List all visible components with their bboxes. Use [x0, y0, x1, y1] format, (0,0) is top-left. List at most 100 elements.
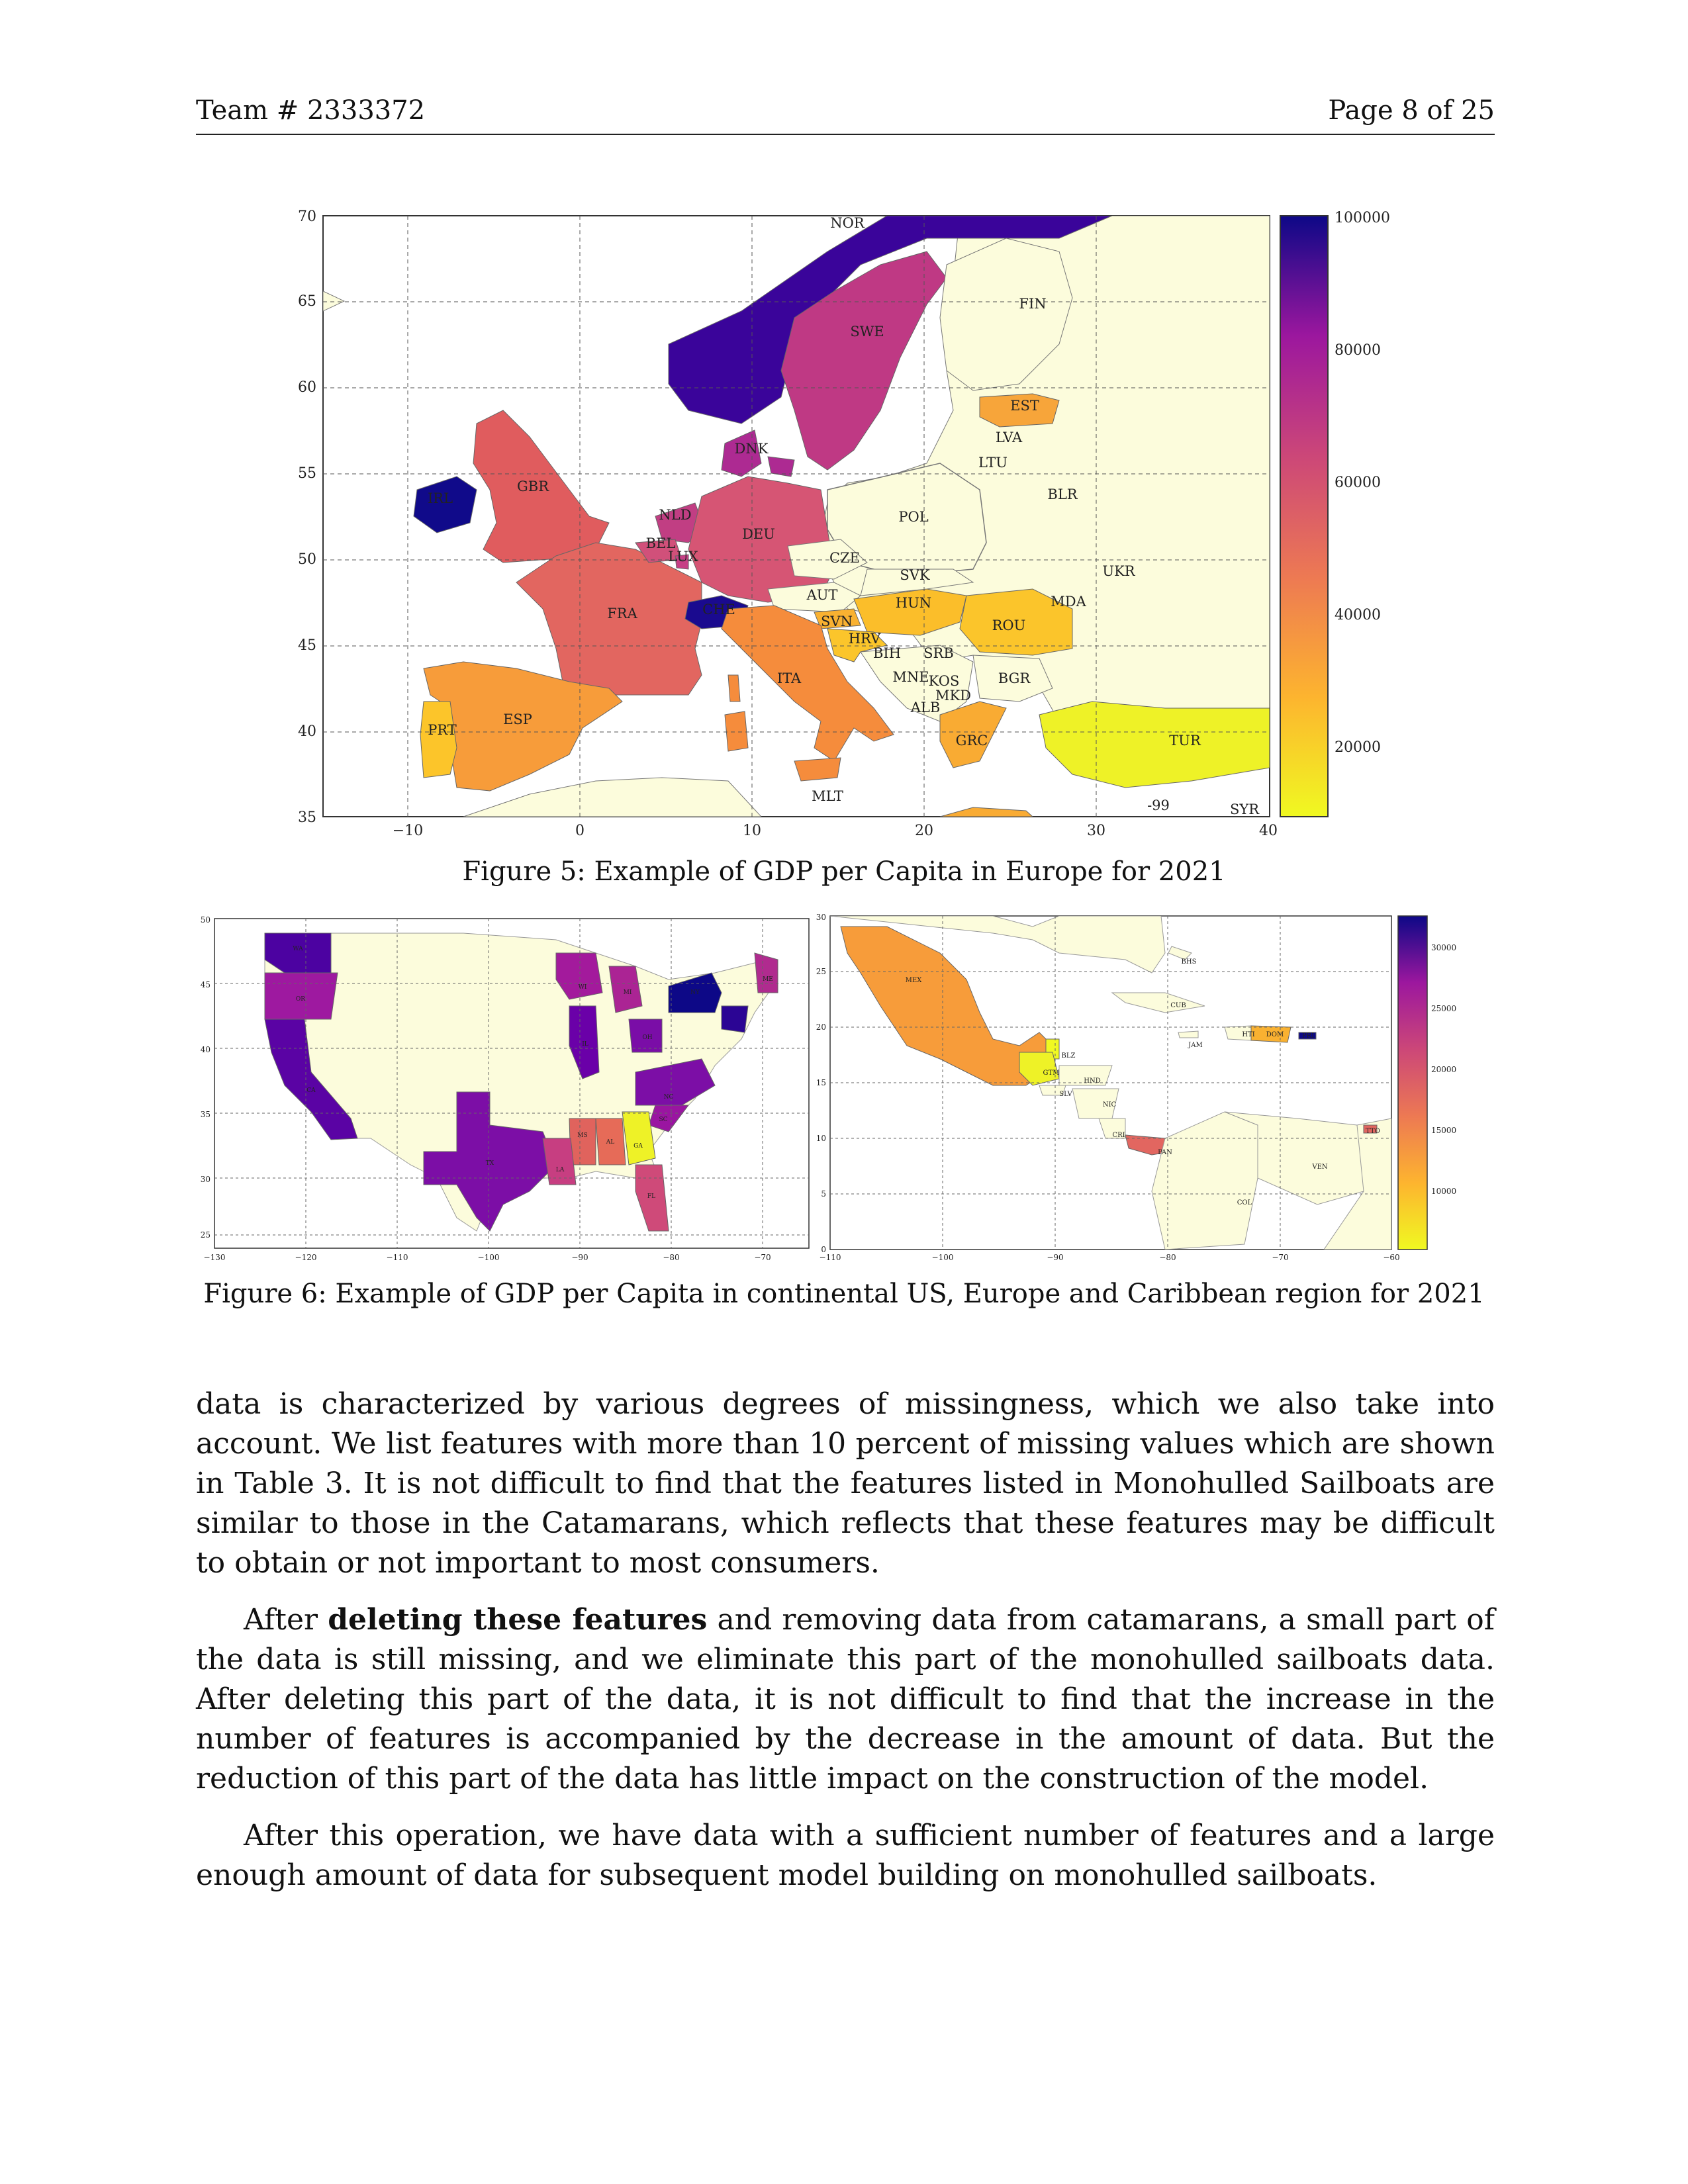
europe-yticks: 35 40 45 50 55 60 65 70 [298, 208, 316, 826]
ytick: 30 [201, 1175, 211, 1184]
state-wi [555, 952, 603, 1000]
country-label: HND [1084, 1077, 1101, 1085]
ytick: 20 [816, 1023, 826, 1032]
ytick: 45 [298, 637, 316, 654]
colorbar-tick: 100000 [1335, 210, 1390, 226]
country-label: GTM [1043, 1069, 1060, 1077]
country-label: BGR [998, 670, 1031, 686]
ytick: 10 [816, 1134, 826, 1143]
figure6-colorbar [1397, 915, 1428, 1250]
country-label: MDA [1051, 594, 1086, 610]
country-label: BHS [1182, 958, 1197, 966]
xtick: 30 [1087, 823, 1105, 839]
caribbean-countries [830, 916, 1391, 1250]
state-label: SC [659, 1116, 667, 1123]
country-label: EST [1010, 398, 1039, 414]
state-ga [622, 1111, 656, 1165]
country-label: KOS [929, 673, 960, 689]
colorbar-tick: 20000 [1431, 1065, 1456, 1074]
country-label: NIC [1103, 1101, 1117, 1109]
xtick: −100 [932, 1253, 954, 1262]
state-me [754, 952, 778, 993]
ytick: 50 [298, 551, 316, 568]
region-slv [1039, 1085, 1066, 1096]
country-label: MEX [906, 977, 923, 984]
country-label: IRL [428, 490, 453, 506]
ytick: 40 [298, 723, 316, 740]
region-fin [939, 238, 1073, 391]
region-fra [516, 542, 702, 696]
state-ms [569, 1118, 596, 1165]
ytick: 50 [201, 915, 211, 925]
xtick: −110 [820, 1253, 841, 1262]
country-label: GRC [956, 733, 988, 749]
state-label: MS [577, 1132, 587, 1139]
ytick: 35 [201, 1110, 211, 1119]
ytick: 15 [816, 1078, 826, 1087]
ytick: 70 [298, 208, 316, 225]
colorbar-tick: 80000 [1335, 342, 1381, 359]
country-label: BEL [646, 535, 676, 551]
region-tto [1363, 1124, 1378, 1134]
country-label: LVA [996, 430, 1023, 445]
region-south-america-east [1323, 1118, 1391, 1250]
country-label: GBR [517, 478, 549, 494]
country-label: JAM [1188, 1042, 1202, 1049]
figure6-colorbar-ticks: 10000 15000 20000 25000 30000 [1431, 943, 1456, 1196]
state-va-nc [635, 1058, 716, 1106]
paragraph-3: After this operation, we have data with … [196, 1819, 1495, 1892]
us-states [264, 933, 778, 1232]
country-label: BLZ [1062, 1052, 1076, 1060]
country-label: MLT [812, 788, 843, 804]
figure5-caption: Figure 5: Example of GDP per Capita in E… [462, 856, 1226, 887]
country-label: MKD [935, 688, 971, 704]
region-cze [787, 539, 868, 580]
country-label: DOM [1266, 1031, 1284, 1038]
country-label: TTO [1366, 1128, 1380, 1135]
country-label: DEU [742, 526, 775, 542]
figure6-caption: Figure 6: Example of GDP per Capita in c… [203, 1279, 1485, 1309]
region-us-south [830, 916, 1166, 974]
country-label: BIH [873, 645, 901, 661]
xtick: −90 [571, 1253, 588, 1262]
country-label: FRA [607, 606, 637, 621]
xtick: 20 [915, 823, 933, 839]
paragraph-2: After deleting these features and removi… [196, 1600, 1495, 1799]
paragraph-1: data is characterized by various degrees… [196, 1387, 1495, 1580]
state-fl [635, 1164, 669, 1232]
ytick: 5 [821, 1189, 826, 1199]
state-label: AL [606, 1139, 614, 1146]
region-dom [1250, 1025, 1291, 1043]
caribbean-grid [830, 916, 1391, 1250]
ytick: 35 [298, 809, 316, 826]
europe-country-labels: NOR FIN SWE EST LVA LTU DNK BLR IRL GBR … [428, 215, 1260, 817]
state-label: NY [690, 989, 700, 996]
country-label: BLR [1047, 486, 1078, 502]
paragraph-2-start: After [244, 1603, 328, 1637]
ytick: 65 [298, 293, 316, 310]
country-label: LUX [668, 549, 698, 565]
ytick: 0 [821, 1245, 826, 1254]
ytick: 40 [201, 1045, 211, 1054]
country-label: ALB [910, 700, 941, 715]
region-bgr [972, 655, 1053, 702]
country-label: PRI [1302, 1032, 1314, 1040]
state-label: IL [582, 1041, 588, 1048]
region-tur [1039, 701, 1270, 788]
state-label: OH [642, 1034, 652, 1041]
state-label: MI [624, 989, 632, 996]
region-ita-sardinia [724, 711, 749, 752]
xtick: −80 [663, 1253, 679, 1262]
state-label: ME [763, 976, 773, 983]
caribbean-xticks: −110 −100 −90 −80 −70 −60 [820, 1253, 1400, 1262]
country-label: HUN [896, 595, 931, 611]
body-text: data is characterized by various degrees… [196, 1385, 1495, 1913]
country-label: CHE [702, 602, 735, 617]
country-label: SLV [1059, 1091, 1072, 1098]
country-label: HTI [1242, 1031, 1254, 1038]
figure5-europe-map: −10 0 10 20 30 40 35 40 45 50 55 60 65 7… [298, 208, 1390, 839]
state-mi [608, 966, 643, 1013]
country-label: CZE [829, 550, 860, 566]
xtick: 10 [743, 823, 761, 839]
state-label: FL [647, 1193, 655, 1200]
